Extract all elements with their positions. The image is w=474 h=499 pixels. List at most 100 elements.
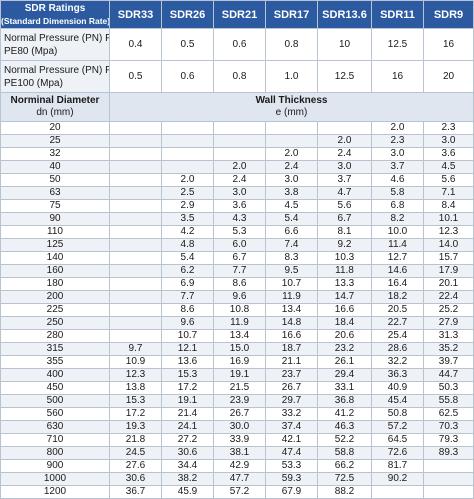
- sdr26-cell: 9.6: [161, 316, 214, 330]
- table-row: 450 13.8 17.2 21.5 26.7 33.1 40.9 50.3: [0, 381, 474, 395]
- table-row: 40 2.0 2.4 3.0 3.7 4.5: [0, 160, 474, 174]
- pressure-row-pe100: Normal Pressure (PN) For PE100 (Mpa) 0.5…: [0, 60, 474, 93]
- nominal-diameter-cell: 50: [0, 173, 110, 187]
- sdr13-6-cell: 14.7: [317, 290, 372, 304]
- sdr21-cell: 21.5: [213, 381, 266, 395]
- wall-thickness-body: 20 2.0 2.3 25 2.0 2.3 3.0 32 2.0 2.4 3.0 3.6 40 2.0 2.…: [0, 121, 474, 499]
- table-row: 560 17.2 21.4 26.7 33.2 41.2 50.8 62.5: [0, 407, 474, 421]
- table-row: 400 12.3 15.3 19.1 23.7 29.4 36.3 44.7: [0, 368, 474, 382]
- sdr13-6-cell: 9.2: [317, 238, 372, 252]
- sdr21-cell: 30.0: [213, 420, 266, 434]
- sdr33-cell: 10.9: [109, 355, 162, 369]
- pressure-label-line1: Normal Pressure (PN) For: [4, 32, 110, 44]
- nominal-diameter-cell: 180: [0, 277, 110, 291]
- sdr26-cell: [161, 147, 214, 161]
- sdr13-6-cell: 8.1: [317, 225, 372, 239]
- table-row: 125 4.8 6.0 7.4 9.2 11.4 14.0: [0, 238, 474, 252]
- sdr26-cell: 34.4: [161, 459, 214, 473]
- pressure-value: 1.0: [265, 60, 318, 93]
- pressure-value: 10: [317, 28, 372, 61]
- sdr13-6-cell: 52.2: [317, 433, 372, 447]
- sdr17-cell: 26.7: [265, 381, 318, 395]
- nominal-diameter-cell: 40: [0, 160, 110, 174]
- nominal-diameter-cell: 355: [0, 355, 110, 369]
- sdr9-cell: 10.1: [423, 212, 474, 226]
- sdr33-cell: 17.2: [109, 407, 162, 421]
- sdr33-cell: [109, 277, 162, 291]
- sdr26-cell: 8.6: [161, 303, 214, 317]
- sdr33-cell: [109, 160, 162, 174]
- sdr17-cell: 4.5: [265, 199, 318, 213]
- sdr9-cell: 14.0: [423, 238, 474, 252]
- nominal-diameter-cell: 90: [0, 212, 110, 226]
- sdr26-cell: 13.6: [161, 355, 214, 369]
- sdr26-cell: 45.9: [161, 485, 214, 499]
- sdr13-6-cell: 18.4: [317, 316, 372, 330]
- sdr33-cell: 24.5: [109, 446, 162, 460]
- sdr11-cell: 64.5: [371, 433, 424, 447]
- sdr11-cell: 4.6: [371, 173, 424, 187]
- sdr13-6-cell: 3.7: [317, 173, 372, 187]
- sdr33-cell: [109, 186, 162, 200]
- nominal-diameter-cell: 560: [0, 407, 110, 421]
- nominal-diameter-cell: 225: [0, 303, 110, 317]
- header-row: SDR Ratings (Standard Dimension Rate) SD…: [0, 0, 474, 29]
- sdr11-cell: 90.2: [371, 472, 424, 486]
- sdr26-cell: [161, 160, 214, 174]
- sdr33-cell: [109, 329, 162, 343]
- table-row: 90 3.5 4.3 5.4 6.7 8.2 10.1: [0, 212, 474, 226]
- sdr13-6-cell: 3.0: [317, 160, 372, 174]
- sdr17-cell: 3.8: [265, 186, 318, 200]
- sdr26-cell: 19.1: [161, 394, 214, 408]
- table-row: 110 4.2 5.3 6.6 8.1 10.0 12.3: [0, 225, 474, 239]
- pressure-value: 0.5: [109, 60, 162, 93]
- sdr9-cell: 70.3: [423, 420, 474, 434]
- sdr9-cell: 35.2: [423, 342, 474, 356]
- sdr21-cell: 23.9: [213, 394, 266, 408]
- col-header-sdr13-6: SDR13.6: [317, 0, 372, 29]
- sdr26-cell: 30.6: [161, 446, 214, 460]
- sdr17-cell: 59.3: [265, 472, 318, 486]
- nominal-diameter-cell: 63: [0, 186, 110, 200]
- sdr11-cell: 2.0: [371, 121, 424, 135]
- sdr26-cell: [161, 134, 214, 148]
- sdr9-cell: 4.5: [423, 160, 474, 174]
- sdr17-cell: 53.3: [265, 459, 318, 473]
- sdr11-cell: [371, 485, 424, 499]
- sdr21-cell: 6.7: [213, 251, 266, 265]
- table-row: 280 10.7 13.4 16.6 20.6 25.4 31.3: [0, 329, 474, 343]
- sdr26-cell: 27.2: [161, 433, 214, 447]
- sdr11-cell: 12.7: [371, 251, 424, 265]
- sdr21-cell: 8.6: [213, 277, 266, 291]
- sdr21-cell: 26.7: [213, 407, 266, 421]
- sdr9-cell: 25.2: [423, 303, 474, 317]
- nominal-diameter-cell: 400: [0, 368, 110, 382]
- sdr17-cell: 14.8: [265, 316, 318, 330]
- sdr26-cell: 12.1: [161, 342, 214, 356]
- sdr13-6-cell: 11.8: [317, 264, 372, 278]
- sdr33-cell: 13.8: [109, 381, 162, 395]
- sdr17-cell: 67.9: [265, 485, 318, 499]
- sdr17-cell: 11.9: [265, 290, 318, 304]
- nominal-diameter-cell: 280: [0, 329, 110, 343]
- sdr13-6-cell: 6.7: [317, 212, 372, 226]
- sdr33-cell: [109, 238, 162, 252]
- col-header-sdr21: SDR21: [213, 0, 266, 29]
- sdr11-cell: 16.4: [371, 277, 424, 291]
- pressure-label-pe100: Normal Pressure (PN) For PE100 (Mpa): [0, 60, 110, 93]
- sdr-ratings-title: SDR Ratings: [24, 2, 86, 14]
- sdr11-cell: 6.8: [371, 199, 424, 213]
- table-row: 630 19.3 24.1 30.0 37.4 46.3 57.2 70.3: [0, 420, 474, 434]
- sdr9-cell: 7.1: [423, 186, 474, 200]
- sdr33-cell: [109, 147, 162, 161]
- sdr13-6-cell: 23.2: [317, 342, 372, 356]
- nominal-diameter-cell: 200: [0, 290, 110, 304]
- sdr33-cell: [109, 316, 162, 330]
- sdr9-cell: [423, 472, 474, 486]
- sdr17-cell: 42.1: [265, 433, 318, 447]
- sdr26-cell: 2.0: [161, 173, 214, 187]
- sdr13-6-cell: 20.6: [317, 329, 372, 343]
- sdr33-cell: [109, 199, 162, 213]
- sdr17-cell: 2.4: [265, 160, 318, 174]
- table-row: 160 6.2 7.7 9.5 11.8 14.6 17.9: [0, 264, 474, 278]
